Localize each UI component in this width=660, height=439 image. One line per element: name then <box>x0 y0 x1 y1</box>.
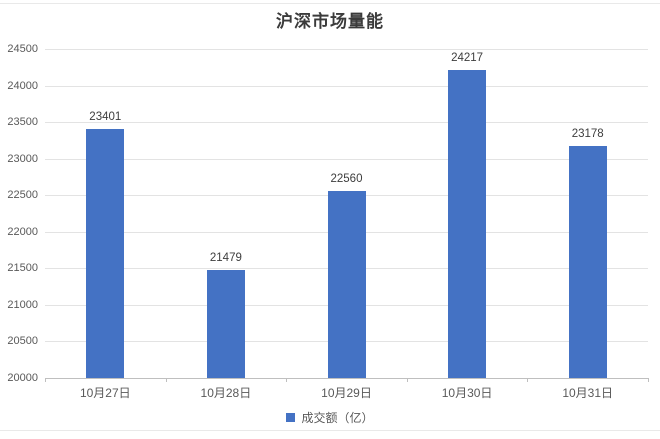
x-tick-label: 10月28日 <box>200 386 252 400</box>
y-tick-label: 23000 <box>7 152 38 165</box>
bar <box>448 69 487 378</box>
x-axis-tick <box>648 378 649 382</box>
data-label: 23401 <box>89 111 122 124</box>
x-tick-label: 10月29日 <box>321 386 372 400</box>
x-axis-tick <box>406 378 408 382</box>
x-axis-tick <box>527 378 529 382</box>
y-tick-label: 20000 <box>7 372 38 384</box>
x-tick-label: 10月30日 <box>441 386 493 400</box>
x-tick-label: 10月31日 <box>562 386 614 400</box>
data-label: 24217 <box>451 51 484 64</box>
x-axis-tick <box>165 378 167 382</box>
gridline <box>45 85 648 87</box>
gridline <box>45 158 648 160</box>
bar <box>86 129 125 378</box>
y-tick-label: 21500 <box>7 262 38 275</box>
y-tick-label: 20500 <box>7 335 38 348</box>
y-tick-label: 24500 <box>7 43 38 55</box>
bar <box>327 190 366 378</box>
gridline <box>45 49 648 50</box>
gridline <box>45 122 648 124</box>
legend-marker-icon <box>286 413 296 422</box>
data-label: 21479 <box>209 251 242 264</box>
data-label: 23178 <box>571 127 604 140</box>
legend: 成交额（亿） <box>0 409 660 426</box>
y-tick-label: 22500 <box>7 189 38 202</box>
y-tick-label: 21000 <box>7 298 38 311</box>
x-axis-line <box>45 378 648 379</box>
chart-title: 沪深市场量能 <box>276 12 384 32</box>
legend-label: 成交额（亿） <box>301 411 374 425</box>
y-tick-label: 24000 <box>7 79 38 92</box>
top-divider <box>0 3 660 4</box>
data-label: 22560 <box>330 172 363 185</box>
y-tick-label: 22000 <box>7 225 38 238</box>
y-tick-label: 23500 <box>7 116 38 129</box>
x-axis-tick <box>45 378 46 382</box>
bar <box>568 145 607 378</box>
bar <box>206 269 245 378</box>
x-tick-label: 10月27日 <box>79 386 131 400</box>
x-axis-tick <box>286 378 288 382</box>
bottom-divider <box>0 430 660 431</box>
